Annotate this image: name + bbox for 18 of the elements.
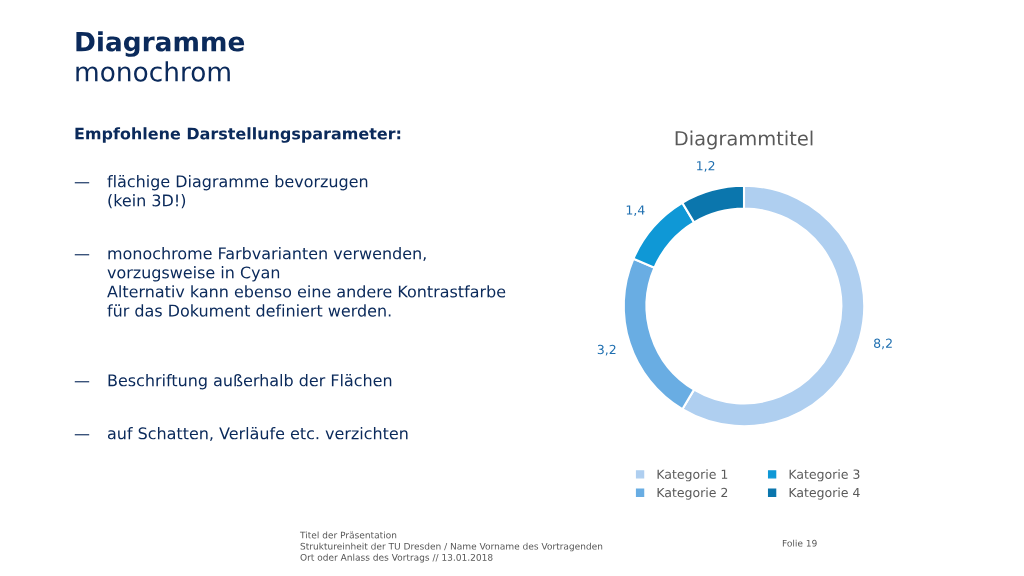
chart-title: Diagrammtitel <box>675 130 813 150</box>
text: Folie 19 <box>782 539 817 547</box>
data-label: 1,2 <box>697 161 715 172</box>
text: Empfohlene Darstellungsparameter: <box>75 127 401 143</box>
data-label: 8,2 <box>874 338 892 350</box>
text: — Beschriftung außerhalb der Flächen <box>74 374 392 390</box>
text: Titel der Präsentation Struktureinheit der TU Dresden / Name Vorname des Vortragenden Ort oder Anlass des Vortrags // 13.01.2018 <box>299 531 603 563</box>
text: Diagramme <box>76 31 245 57</box>
text: — auf Schatten, Verläufe etc. verzichten <box>74 427 408 441</box>
legend-label: Kategorie 4 <box>789 487 860 500</box>
data-label: 1,4 <box>626 205 645 216</box>
text: — monochrome Farbvarianten verwenden, vorzugsweise in Cyan Alternativ kann ebenso eine andere Kontrastfarbe für das Dokument definiert werden. <box>74 247 506 317</box>
text: monochrom <box>76 61 230 82</box>
text: — flächige Diagramme bevorzugen (kein 3D!) <box>74 175 368 209</box>
data-label: 3,2 <box>597 344 616 356</box>
legend-label: Kategorie 2 <box>657 487 728 500</box>
legend-label: Kategorie 3 <box>789 469 860 482</box>
legend-label: Kategorie 1 <box>657 469 728 482</box>
